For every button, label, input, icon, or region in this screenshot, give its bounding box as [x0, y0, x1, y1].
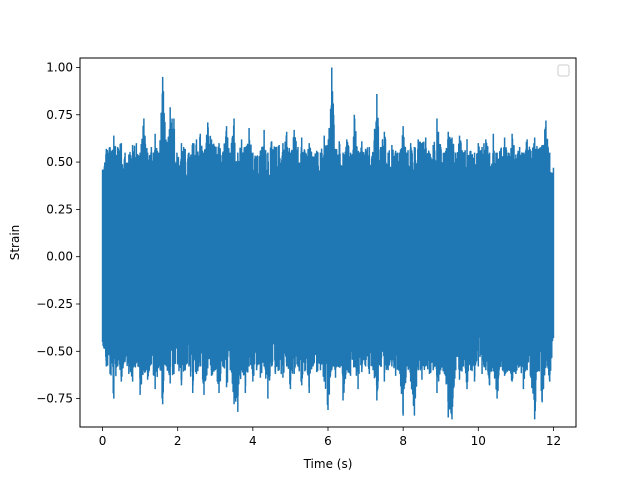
x-tick-label: 8	[399, 434, 407, 448]
x-tick-label: 2	[174, 434, 182, 448]
y-tick-label: 1.00	[46, 60, 73, 74]
strain-line	[101, 67, 555, 420]
x-axis-ticks: 0 2 4 6 8 10 12	[99, 427, 561, 448]
x-tick-label: 4	[249, 434, 257, 448]
y-tick-label: −0.50	[36, 344, 73, 358]
x-axis-label: Time (s)	[303, 457, 353, 471]
y-axis-label: Strain	[8, 225, 22, 261]
y-axis-ticks: −0.75 −0.50 −0.25 0.00 0.25 0.50 0.75 1.00	[36, 60, 80, 406]
x-tick-label: 12	[546, 434, 561, 448]
y-tick-label: −0.25	[36, 297, 73, 311]
legend-box	[557, 64, 570, 77]
strain-series	[101, 67, 555, 420]
x-tick-label: 6	[324, 434, 332, 448]
y-tick-label: 0.50	[46, 155, 73, 169]
x-tick-label: 0	[99, 434, 107, 448]
y-tick-label: 0.00	[46, 250, 73, 264]
y-tick-label: 0.75	[46, 108, 73, 122]
y-tick-label: −0.75	[36, 392, 73, 406]
y-tick-label: 0.25	[46, 202, 73, 216]
x-tick-label: 10	[471, 434, 486, 448]
